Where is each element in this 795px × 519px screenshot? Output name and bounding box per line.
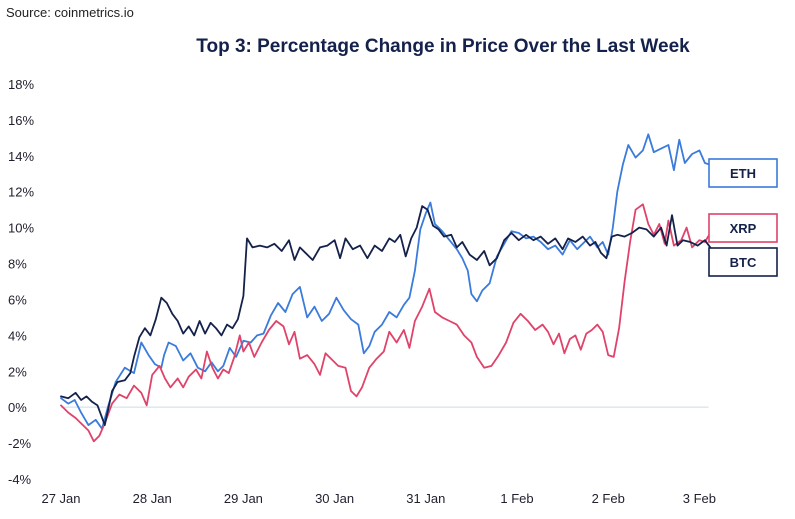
legend-item-btc: BTC [708, 247, 778, 277]
chart-title: Top 3: Percentage Change in Price Over t… [196, 36, 690, 57]
x-tick-label: 29 Jan [224, 491, 263, 506]
legend-item-eth: ETH [708, 158, 778, 188]
x-tick-label: 30 Jan [315, 491, 354, 506]
y-tick-label: 14% [8, 149, 34, 164]
legend-label: ETH [730, 166, 756, 181]
x-axis: 27 Jan 28 Jan 29 Jan 30 Jan 31 Jan 1 Feb 2 Feb… [41, 491, 716, 506]
x-tick-label: 2 Feb [592, 491, 625, 506]
y-tick-label: -2% [8, 436, 32, 451]
legend-label: XRP [730, 221, 757, 236]
legend-item-xrp: XRP [708, 213, 778, 243]
source-note: Source: coinmetrics.io [6, 5, 134, 20]
legend-box [708, 158, 778, 188]
x-tick-label: 1 Feb [500, 491, 533, 506]
series-line-eth [60, 133, 712, 430]
series-layer [60, 133, 712, 443]
y-tick-label: 16% [8, 113, 34, 128]
series-line-xrp [60, 203, 712, 443]
x-tick-label: 28 Jan [133, 491, 172, 506]
y-tick-label: 0% [8, 400, 27, 415]
y-tick-label: 4% [8, 328, 27, 343]
y-tick-label: 2% [8, 364, 27, 379]
x-tick-label: 27 Jan [41, 491, 80, 506]
y-tick-label: 10% [8, 221, 34, 236]
x-tick-label: 3 Feb [683, 491, 716, 506]
x-tick-label: 31 Jan [406, 491, 445, 506]
y-tick-label: -4% [8, 472, 32, 487]
y-tick-label: 12% [8, 185, 34, 200]
y-tick-label: 6% [8, 292, 27, 307]
series-line-btc [60, 205, 712, 426]
legend: ETH XRP BTC [708, 158, 778, 277]
legend-box [708, 247, 778, 277]
legend-box [708, 213, 778, 243]
y-tick-label: 8% [8, 257, 27, 272]
y-tick-label: 18% [8, 77, 34, 92]
legend-label: BTC [730, 255, 757, 270]
y-axis: -4% -2% 0% 2% 4% 6% 8% 10% 12% 14% 16% 18% [8, 77, 34, 487]
